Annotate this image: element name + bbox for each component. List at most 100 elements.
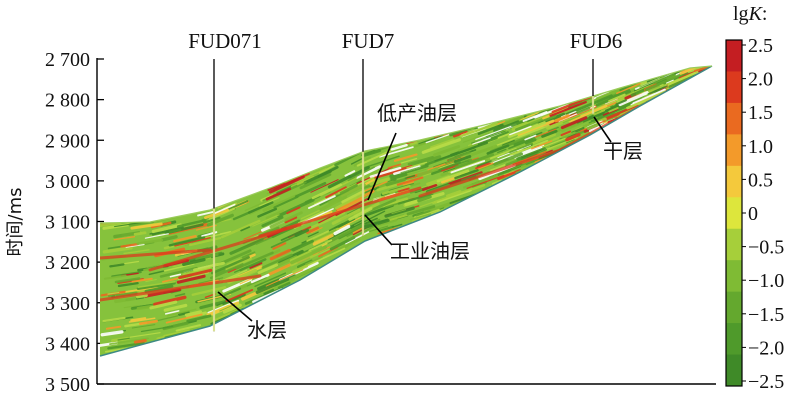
colorbar-swatch: [726, 197, 742, 230]
texture-streak: [137, 281, 176, 288]
texture-streak: [310, 179, 339, 193]
texture-streak: [639, 76, 664, 88]
texture-streak: [103, 274, 127, 280]
texture-streak: [265, 209, 285, 220]
texture-streak: [458, 143, 478, 152]
texture-streak: [100, 330, 124, 337]
texture-streak: [392, 223, 403, 228]
texture-streak: [422, 183, 438, 191]
texture-streak: [517, 124, 550, 139]
texture-streak: [576, 107, 591, 115]
texture-streak: [307, 195, 336, 209]
texture-streak: [406, 205, 436, 216]
texture-streak: [507, 121, 546, 139]
texture-streak: [166, 308, 197, 317]
colorbar-swatch: [726, 71, 742, 104]
texture-streak: [289, 269, 310, 281]
texture-streak: [107, 293, 118, 297]
texture-streak: [241, 251, 256, 259]
colorbar-title: lgK:: [733, 3, 767, 25]
texture-streak: [186, 314, 212, 323]
texture-streak: [341, 189, 365, 204]
colorbar-swatch: [726, 165, 742, 198]
texture-streak: [524, 134, 537, 141]
texture-streak: [493, 120, 520, 133]
texture-streak: [389, 164, 429, 178]
texture-streak: [163, 329, 191, 337]
colorbar-tick-label: −1.5: [748, 304, 784, 326]
texture-streak: [168, 236, 206, 247]
texture-red-stripe: [258, 186, 422, 238]
texture-streak: [595, 86, 625, 101]
texture-streak: [434, 150, 464, 162]
texture-streak: [312, 234, 334, 246]
texture-streak: [151, 226, 184, 236]
texture-streak: [223, 287, 242, 297]
texture-streak: [400, 166, 422, 174]
texture-streak: [151, 223, 183, 234]
texture-streak: [312, 246, 331, 256]
texture-streak: [387, 163, 402, 169]
texture-streak: [410, 155, 442, 167]
texture-streak: [149, 300, 178, 310]
texture-streak: [561, 131, 576, 139]
colorbar-tick-label: 1.5: [748, 102, 773, 124]
texture-streak: [222, 303, 242, 314]
texture-streak: [277, 281, 291, 289]
texture-streak: [694, 66, 712, 72]
texture-streak: [350, 157, 365, 165]
texture-streak: [350, 210, 386, 229]
texture-streak: [560, 116, 588, 130]
texture-streak: [182, 258, 206, 266]
texture-streak: [334, 215, 364, 232]
texture-streak: [235, 251, 274, 270]
texture-streak: [444, 159, 457, 165]
colorbar-title-text: lg: [733, 3, 749, 25]
texture-red-stripe: [100, 274, 262, 302]
texture-streak: [486, 144, 510, 155]
texture-streak: [393, 165, 421, 176]
texture-streak: [140, 325, 174, 333]
texture-streak: [182, 267, 211, 276]
texture-streak: [396, 176, 424, 186]
texture-streak: [327, 183, 366, 205]
texture-streak: [400, 157, 418, 164]
texture-streak: [257, 263, 279, 275]
y-tick-label: 3 500: [45, 374, 90, 396]
annotation-leader: [593, 116, 612, 143]
texture-streak: [391, 209, 407, 215]
texture-streak: [229, 238, 264, 255]
texture-streak: [247, 201, 274, 214]
texture-streak: [608, 107, 619, 113]
texture-streak: [284, 215, 298, 224]
texture-streak: [202, 216, 221, 224]
texture-streak: [294, 168, 327, 184]
texture-streak: [417, 167, 439, 178]
texture-streak: [114, 296, 137, 304]
texture-streak: [600, 106, 611, 112]
texture-red-stripe: [100, 248, 212, 260]
texture-streak: [510, 139, 549, 156]
texture-streak: [219, 303, 236, 312]
texture-streak: [250, 273, 270, 284]
texture-streak: [475, 162, 491, 170]
texture-streak: [120, 242, 139, 248]
texture-streak: [163, 303, 188, 312]
texture-streak: [509, 142, 533, 154]
texture-streak: [303, 169, 332, 185]
texture-streak: [131, 277, 153, 283]
texture-streak: [568, 104, 608, 123]
texture-streak: [175, 324, 202, 332]
well-label: FUD071: [188, 29, 262, 53]
texture-streak: [123, 304, 140, 309]
texture-streak: [176, 274, 206, 284]
texture-streak: [273, 195, 299, 209]
texture-streak: [503, 115, 525, 126]
texture-streak: [111, 271, 142, 278]
texture-streak: [102, 316, 126, 323]
texture-streak: [299, 173, 332, 190]
colorbar-swatch: [726, 354, 742, 387]
texture-streak: [508, 138, 534, 150]
well-label: FUD7: [342, 29, 395, 53]
